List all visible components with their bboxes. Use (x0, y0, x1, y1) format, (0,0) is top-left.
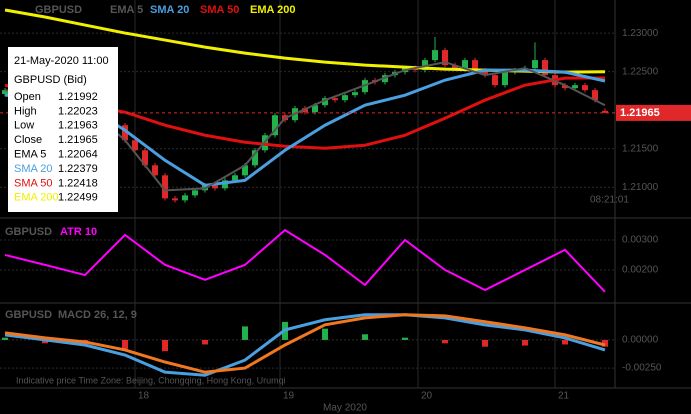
candle-body (542, 60, 548, 76)
candle-body (182, 195, 188, 201)
candle-body (2, 90, 8, 95)
histogram-bar (442, 339, 448, 344)
legend-entry: ATR 10 (60, 226, 97, 238)
info-label: EMA 5 (14, 149, 46, 161)
candle-body (322, 98, 328, 106)
indicator-line (4, 228, 606, 293)
panel-title: GBPUSD (35, 4, 82, 16)
candle-body (452, 65, 458, 69)
candle-body (582, 85, 588, 91)
panel-title: GBPUSD (5, 226, 52, 238)
legend-entry: SMA 50 (200, 4, 239, 16)
candle-body (352, 92, 358, 96)
footer: Indicative price Time Zone: Beijing, Cho… (16, 375, 286, 385)
info-label: High (14, 105, 37, 117)
info-box (8, 47, 118, 212)
histogram-bar (322, 328, 328, 340)
info-label: Close (14, 134, 42, 146)
indicator-label: MACD 26, 12, 9 (58, 309, 137, 321)
histogram-bar (42, 339, 48, 344)
info-label: SMA 20 (14, 163, 53, 175)
info-label: SMA 50 (14, 177, 53, 189)
info-value: 1.22023 (58, 105, 98, 117)
candle-body (592, 90, 598, 101)
y-tick-label: 1.23000 (622, 28, 659, 39)
candle-body (162, 175, 168, 199)
info-value: 1.22418 (58, 177, 98, 189)
histogram-bar (522, 339, 528, 346)
y-tick-label: -0.00250 (622, 363, 662, 374)
candle-body (252, 150, 258, 166)
candle-body (152, 165, 158, 176)
histogram-bar (242, 326, 248, 340)
candle-body (572, 85, 578, 89)
histogram-bar (122, 339, 128, 349)
info-label: EMA 200 (14, 192, 59, 204)
y-tick-label: 1.22500 (622, 66, 659, 77)
info-value: 1.22379 (58, 163, 98, 175)
info-date: 21-May-2020 11:00 (14, 55, 109, 67)
legend-entry: SMA 20 (150, 4, 189, 16)
macd-line (4, 313, 606, 377)
candle-body (132, 140, 138, 151)
candle-body (492, 75, 498, 86)
info-value: 1.22499 (58, 192, 98, 204)
time-label: 08:21:01 (590, 195, 629, 206)
histogram-bar (562, 339, 568, 345)
candle-body (482, 70, 488, 76)
info-value: 1.21963 (58, 120, 98, 132)
candle-body (192, 190, 198, 196)
candle-body (242, 165, 248, 176)
histogram-bar (602, 339, 608, 347)
histogram-bar (162, 339, 168, 352)
candle-body (142, 150, 148, 166)
info-value: 1.22064 (58, 149, 98, 161)
legend-entry: EMA 5 (110, 4, 143, 16)
x-tick-label: 21 (558, 391, 570, 402)
candle-body (232, 175, 238, 181)
candle-body (432, 50, 438, 61)
y-tick-label: 0.00200 (622, 265, 659, 276)
candle-body (332, 98, 338, 101)
histogram-bar (202, 339, 208, 345)
candle-body (272, 115, 278, 136)
candle-body (172, 198, 178, 201)
month-label: May 2020 (323, 403, 367, 414)
histogram-bar (362, 334, 368, 340)
candle-body (472, 60, 478, 71)
candle-body (602, 110, 608, 113)
current-price-box (616, 104, 691, 121)
y-tick-label: 0.00300 (622, 235, 659, 246)
candle-body (502, 72, 508, 86)
histogram-bar (482, 339, 488, 347)
x-tick-label: 18 (138, 391, 150, 402)
candle-body (442, 50, 448, 66)
y-tick-label: 1.21000 (622, 182, 659, 193)
histogram-bar (402, 337, 408, 340)
x-tick-label: 20 (421, 391, 433, 402)
candle-body (532, 60, 538, 69)
info-label: Low (14, 120, 34, 132)
candle-body (312, 105, 318, 113)
info-value: 1.21965 (58, 134, 98, 146)
current-price-label: 1.21965 (620, 107, 660, 119)
candle-body (212, 185, 218, 189)
y-tick-label: 0.00000 (622, 335, 659, 346)
candle-body (562, 85, 568, 89)
y-tick-label: 1.21500 (622, 143, 659, 154)
histogram-bar (2, 337, 8, 340)
panel-title: GBPUSD (5, 309, 52, 321)
legend-entry: EMA 200 (250, 4, 295, 16)
macd-line (4, 313, 606, 374)
candle-body (342, 95, 348, 101)
candle-body (462, 60, 468, 69)
info-value: 1.21992 (58, 91, 98, 103)
info-label: Open (14, 91, 41, 103)
x-tick-label: 19 (283, 391, 295, 402)
info-instrument: GBPUSD (Bid) (14, 74, 87, 86)
candle-body (122, 125, 128, 141)
